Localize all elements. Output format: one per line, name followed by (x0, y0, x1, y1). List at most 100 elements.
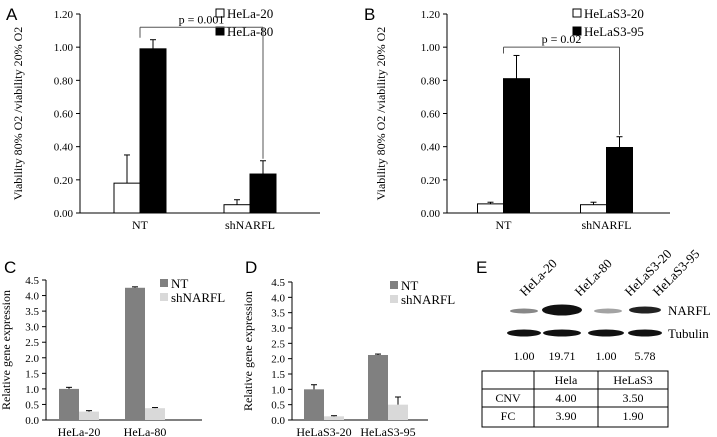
y-tick-label: 0.40 (54, 142, 74, 154)
y-tick-label: 0.00 (54, 208, 74, 220)
tubulin-band (588, 329, 624, 337)
bar (79, 411, 99, 420)
legend-swatch (160, 279, 168, 287)
narfl-band (542, 304, 582, 316)
x-category-label: HeLa-20 (58, 425, 101, 437)
legend-swatch (390, 295, 398, 303)
y-tick-label: 0.0 (271, 415, 285, 427)
y-tick-label: 0.80 (421, 75, 441, 87)
y-tick-label: 3.5 (25, 306, 39, 318)
y-tick-label: 0.20 (54, 175, 74, 187)
legend-swatch (390, 281, 398, 289)
narfl-band (629, 306, 661, 314)
y-tick-label: 0.60 (421, 109, 441, 121)
legend-swatch (160, 293, 168, 301)
table-cell: 1.90 (623, 409, 644, 423)
x-category-label: NT (132, 218, 149, 232)
bar (249, 173, 277, 214)
y-tick-label: 1.20 (421, 9, 441, 21)
y-tick-label: 3.0 (25, 322, 39, 334)
legend-label: shNARFL (401, 292, 455, 307)
lane-label: HeLa-20 (517, 256, 560, 299)
table-border (481, 370, 669, 428)
chart-c: 0.0 0.5 1.0 1.5 2.0 2.5 3.0 3.5 4.0 4.5 Relative g… (0, 275, 225, 437)
p-value-annotation: p = 0.001 (179, 12, 225, 26)
chart-d: 0.0 0.5 1.0 1.5 2.0 2.5 3.0 3.5 4.0 4.5 Relative g… (241, 277, 455, 437)
blot-quant-value: 5.78 (635, 349, 656, 363)
y-tick-label: 3.5 (271, 308, 285, 320)
y-tick-label: 1.00 (54, 42, 74, 54)
bar (388, 404, 408, 420)
tubulin-band (543, 329, 581, 337)
bar (304, 389, 324, 420)
bar (580, 204, 607, 214)
x-category-label: HeLa-80 (124, 425, 167, 437)
narfl-label: NARFL (668, 303, 711, 318)
table-row-label: CNV (495, 391, 521, 405)
bar (368, 354, 388, 420)
bar (606, 146, 633, 214)
narfl-band (510, 308, 538, 314)
legend-swatch (572, 8, 582, 18)
blot-membrane (506, 296, 662, 348)
y-tick-label: 4.0 (271, 292, 285, 304)
y-tick-label: 1.20 (54, 9, 74, 21)
chart-b: 0.00 0.20 0.40 0.60 0.80 1.00 1.20 Viability 80… (374, 6, 670, 232)
chart-a: 0.00 0.20 0.40 0.60 0.80 1.00 1.20 Viability 80… (11, 6, 320, 232)
tubulin-band (507, 329, 541, 337)
panel-e-letter: E (476, 258, 487, 277)
bar (223, 204, 251, 214)
p-value-annotation: p = 0.02 (542, 32, 582, 46)
tubulin-label: Tubulin (668, 326, 709, 341)
legend-label: NT (171, 276, 188, 291)
y-tick-label: 4.5 (271, 277, 285, 289)
table-header-cell: Hela (555, 373, 578, 387)
bar (125, 287, 145, 420)
y-tick-label: 0.60 (54, 109, 74, 121)
y-tick-label: 0.0 (25, 415, 39, 427)
y-axis-label: Relative gene expression (241, 291, 255, 411)
y-tick-label: 2.0 (25, 353, 39, 365)
legend-swatch (215, 8, 225, 18)
x-category-label: shNARFL (225, 218, 275, 232)
bar (477, 203, 504, 214)
legend-label: HeLaS3-95 (584, 24, 644, 39)
y-tick-label: 0.5 (25, 399, 39, 411)
x-category-label: HeLaS3-95 (360, 425, 415, 437)
bar (503, 78, 530, 214)
y-tick-label: 1.0 (25, 384, 39, 396)
y-tick-label: 1.5 (25, 368, 39, 380)
panel-c-letter: C (4, 258, 16, 277)
legend-label: HeLa-20 (227, 6, 273, 21)
legend-label: shNARFL (171, 290, 225, 305)
y-tick-label: 2.0 (271, 354, 285, 366)
table-cell: 3.90 (556, 409, 577, 423)
y-tick-label: 0.20 (421, 175, 441, 187)
blot-lane-labels: HeLa-20 HeLa-80 HeLaS3-20 HeLaS3-95 (517, 246, 703, 299)
bar (324, 416, 344, 420)
y-tick-label: 0.40 (421, 142, 441, 154)
table-cell: 4.00 (556, 391, 577, 405)
legend-label: HeLa-80 (227, 24, 273, 39)
legend-label: HeLaS3-20 (584, 6, 644, 21)
y-tick-label: 0.00 (421, 208, 441, 220)
narfl-band (594, 308, 622, 314)
legend-label: NT (401, 278, 418, 293)
table-cell: 3.50 (623, 391, 644, 405)
y-axis-label: Relative gene expression (0, 290, 13, 410)
panel-d-letter: D (245, 258, 257, 277)
y-tick-label: 2.5 (271, 338, 285, 350)
y-tick-label: 1.5 (271, 369, 285, 381)
y-tick-label: 0.5 (271, 400, 285, 412)
panel-b-letter: B (364, 5, 375, 24)
x-category-label: HeLaS3-20 (296, 425, 351, 437)
y-tick-label: 4.5 (25, 275, 39, 287)
tubulin-band (628, 329, 662, 337)
blot-quant-value: 1.00 (514, 349, 535, 363)
legend-swatch (215, 26, 225, 36)
y-tick-label: 1.0 (271, 384, 285, 396)
blot-quant-value: 19.71 (549, 349, 576, 363)
panel-a-letter: A (6, 5, 18, 24)
bar (59, 388, 79, 420)
